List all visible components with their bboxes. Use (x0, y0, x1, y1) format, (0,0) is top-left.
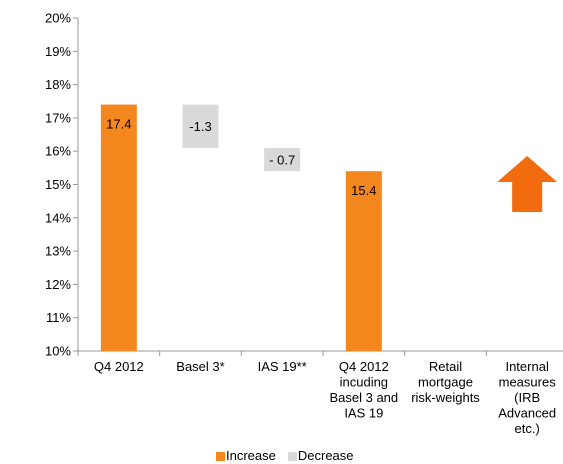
bar-data-label: 15.4 (351, 183, 376, 198)
bar-decrease (182, 104, 219, 148)
y-tick-label: 14% (45, 210, 71, 225)
y-tick-label: 10% (45, 344, 71, 359)
y-tick-label: 17% (45, 110, 71, 125)
bars (100, 104, 558, 351)
axes: 10% 11% 12% 13% 14% 15% 16% 17% 18% 19% 20% Q4 2012… (45, 11, 563, 436)
bar-increase (100, 104, 137, 351)
legend-item-decrease: Decrease (287, 448, 354, 464)
legend: Increase Decrease (216, 448, 366, 464)
bar-data-label: 17.4 (106, 117, 131, 132)
bar-decrease (264, 147, 301, 172)
y-tick-label: 11% (46, 310, 71, 325)
x-category-label: Q4 2012 (94, 359, 144, 374)
bar-increase (345, 171, 382, 351)
y-tick-label: 12% (45, 277, 71, 292)
y-tick-label: 15% (45, 177, 71, 192)
x-category-label: Q4 2012 incuding Basel 3 and IAS 19 (329, 359, 398, 421)
waterfall-chart: 10% 11% 12% 13% 14% 15% 16% 17% 18% 19% 20% Q4 2012… (45, 11, 563, 436)
x-category-label: Basel 3* (176, 359, 224, 374)
legend-swatch-increase (216, 451, 225, 461)
x-category-label: IAS 19** (258, 359, 307, 374)
bar-data-label: - 0.7 (269, 153, 295, 168)
up-arrow-icon (497, 156, 558, 212)
labels: 17.4 -1.3 - 0.7 15.4 (106, 117, 376, 199)
x-category-label: Retail mortgage risk-weights (411, 359, 480, 405)
y-tick-label: 19% (45, 44, 71, 59)
y-tick-label: 16% (45, 144, 71, 159)
legend-label-increase: Increase (226, 448, 276, 463)
y-tick-label: 18% (45, 77, 71, 92)
y-tick-label: 20% (45, 11, 71, 26)
legend-swatch-decrease (287, 451, 297, 461)
legend-label-decrease: Decrease (297, 448, 354, 463)
x-category-label: Internal measures (IRB Advanced etc.) (498, 359, 556, 436)
legend-item-increase: Increase (216, 448, 276, 464)
y-tick-label: 13% (45, 244, 71, 259)
bar-data-label: -1.3 (189, 119, 211, 134)
